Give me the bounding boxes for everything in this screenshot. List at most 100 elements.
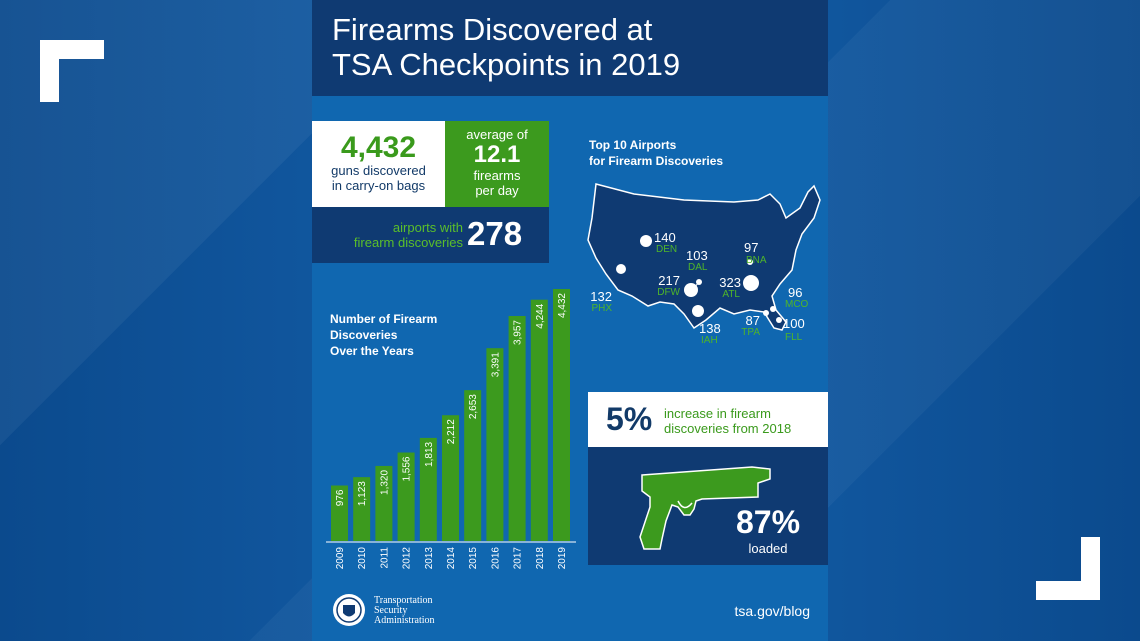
increase-label-line2: discoveries from 2018 (664, 421, 792, 436)
avg-unit-line1: firearms (473, 168, 521, 183)
bar-value-label: 1,813 (424, 441, 435, 466)
airport-count-tpa: 87 (746, 313, 760, 328)
x-tick-label: 2018 (535, 547, 546, 570)
tsa-org-line1: Transportation (374, 595, 433, 606)
tsa-org-line3: Administration (374, 615, 435, 626)
airports-title-line2: for Firearm Discoveries (589, 154, 724, 168)
bar-value-label: 2,653 (468, 394, 479, 419)
airport-code-tpa: TPA (741, 327, 760, 338)
loaded-label: loaded (748, 541, 788, 556)
chart-title-line1: Number of Firearm (330, 312, 438, 326)
airport-count-dal: 103 (686, 248, 708, 263)
dal-leader-line (693, 281, 700, 289)
bar-2013 (419, 437, 437, 541)
footer-url[interactable]: tsa.gov/blog (734, 603, 811, 619)
airport-count-dfw: 217 (658, 273, 680, 288)
airport-marker-fll (776, 317, 782, 323)
infographic-poster: Firearms Discovered at TSA Checkpoints i… (312, 0, 828, 641)
airport-marker-dfw (684, 283, 698, 297)
guns-label-line2: in carry-on bags (331, 178, 426, 193)
airport-code-den: DEN (656, 244, 677, 255)
bar-2016 (486, 348, 504, 541)
airport-code-phx: PHX (591, 303, 612, 314)
chart-title: Number of Firearm Discoveries Over the Y… (330, 311, 437, 359)
us-map-shape (587, 183, 821, 331)
bar-chart-svg: 976 2009 1,123 2010 1,320 2011 1,556 2012 1,813 2… (326, 289, 576, 570)
airport-count-den: 140 (654, 230, 676, 245)
us-map: 140 DEN 103 DAL 97 BNA 217 DFW 323 ATL 132 PHX 96 MCO… (574, 178, 828, 348)
increase-label: increase in firearm discoveries from 201… (664, 406, 791, 436)
page-title: Firearms Discovered at TSA Checkpoints i… (312, 0, 828, 96)
airport-code-fll: FLL (785, 332, 803, 343)
avg-value: 12.1 (473, 141, 521, 168)
airports-title: Top 10 Airports for Firearm Discoveries (589, 137, 723, 169)
x-tick-label: 2012 (402, 547, 413, 570)
bar-2011 (375, 465, 393, 541)
guns-total-value: 4,432 (340, 131, 417, 164)
x-tick-label: 2010 (357, 547, 368, 570)
bar-2019 (553, 289, 570, 541)
handgun-icon (639, 466, 771, 550)
bar-chart: 976 2009 1,123 2010 1,320 2011 1,556 2012 1,813 2… (322, 282, 582, 582)
loaded-pct: 87% (735, 504, 801, 540)
increase-pct: 5% (606, 401, 653, 437)
x-tick-label: 2011 (379, 547, 390, 569)
increase-card: 5% increase in firearm discoveries from … (588, 392, 828, 447)
airport-marker-atl (743, 275, 759, 291)
bar-value-label: 976 (335, 489, 346, 506)
loaded-card: 87% loaded (588, 447, 828, 565)
tsa-org-line2: Security (374, 605, 408, 616)
airport-count-fll: 100 (783, 316, 805, 331)
bar-2015 (464, 390, 482, 541)
airport-code-dal: DAL (688, 262, 708, 273)
airports-count-label-line2: firearm discoveries (353, 235, 463, 250)
airport-code-atl: ATL (722, 289, 740, 300)
x-tick-label: 2016 (490, 547, 501, 570)
x-tick-label: 2015 (468, 547, 479, 570)
bar-2014 (442, 415, 459, 541)
airport-count-phx: 132 (590, 289, 612, 304)
airports-count-card: airports with firearm discoveries 278 (312, 207, 549, 263)
airport-marker-tpa (763, 310, 769, 316)
avg-per-day-card: average of 12.1 firearms per day (445, 121, 549, 207)
bar-2018 (530, 299, 548, 541)
airports-title-line1: Top 10 Airports (589, 138, 677, 152)
x-tick-label: 2014 (446, 547, 457, 570)
bar-2012 (397, 452, 415, 541)
airport-count-mco: 96 (788, 285, 802, 300)
bar-value-label: 1,123 (357, 481, 368, 506)
airport-count-atl: 323 (719, 275, 741, 290)
guns-total-card: 4,432 guns discovered in carry-on bags (312, 121, 445, 207)
bar-value-label: 3,391 (490, 352, 501, 377)
bar-value-label: 1,556 (402, 456, 413, 481)
bar-value-label: 1,320 (379, 470, 390, 495)
guns-label-line1: guns discovered (331, 163, 426, 178)
airport-code-mco: MCO (785, 299, 809, 310)
x-tick-label: 2013 (424, 547, 435, 570)
airport-marker-mco (770, 306, 776, 312)
increase-label-line1: increase in firearm (664, 406, 771, 421)
airport-code-iah: IAH (701, 335, 718, 346)
airport-count-bna: 97 (744, 240, 758, 255)
airport-marker-iah (692, 305, 704, 317)
x-tick-label: 2019 (557, 547, 568, 570)
airport-marker-bna (747, 259, 753, 265)
airport-count-iah: 138 (699, 321, 721, 336)
x-tick-label: 2017 (513, 547, 524, 570)
bar-2010 (353, 477, 371, 541)
title-line-2: TSA Checkpoints in 2019 (332, 47, 681, 82)
avg-label: average of (466, 127, 528, 142)
avg-unit-line2: per day (475, 183, 519, 198)
chart-title-line2: Discoveries (330, 328, 398, 342)
bar-2009 (331, 485, 348, 541)
bar-value-label: 2,212 (446, 419, 457, 444)
tsa-seal-icon (333, 594, 365, 626)
bar-value-label: 3,957 (513, 320, 524, 345)
x-tick-label: 2009 (335, 547, 346, 570)
title-line-1: Firearms Discovered at (332, 12, 653, 47)
airports-count-label-line1: airports with (392, 220, 463, 235)
airport-code-dfw: DFW (657, 287, 680, 298)
tsa-org-name: Transportation Security Administration (374, 596, 435, 626)
bar-2017 (508, 316, 526, 541)
